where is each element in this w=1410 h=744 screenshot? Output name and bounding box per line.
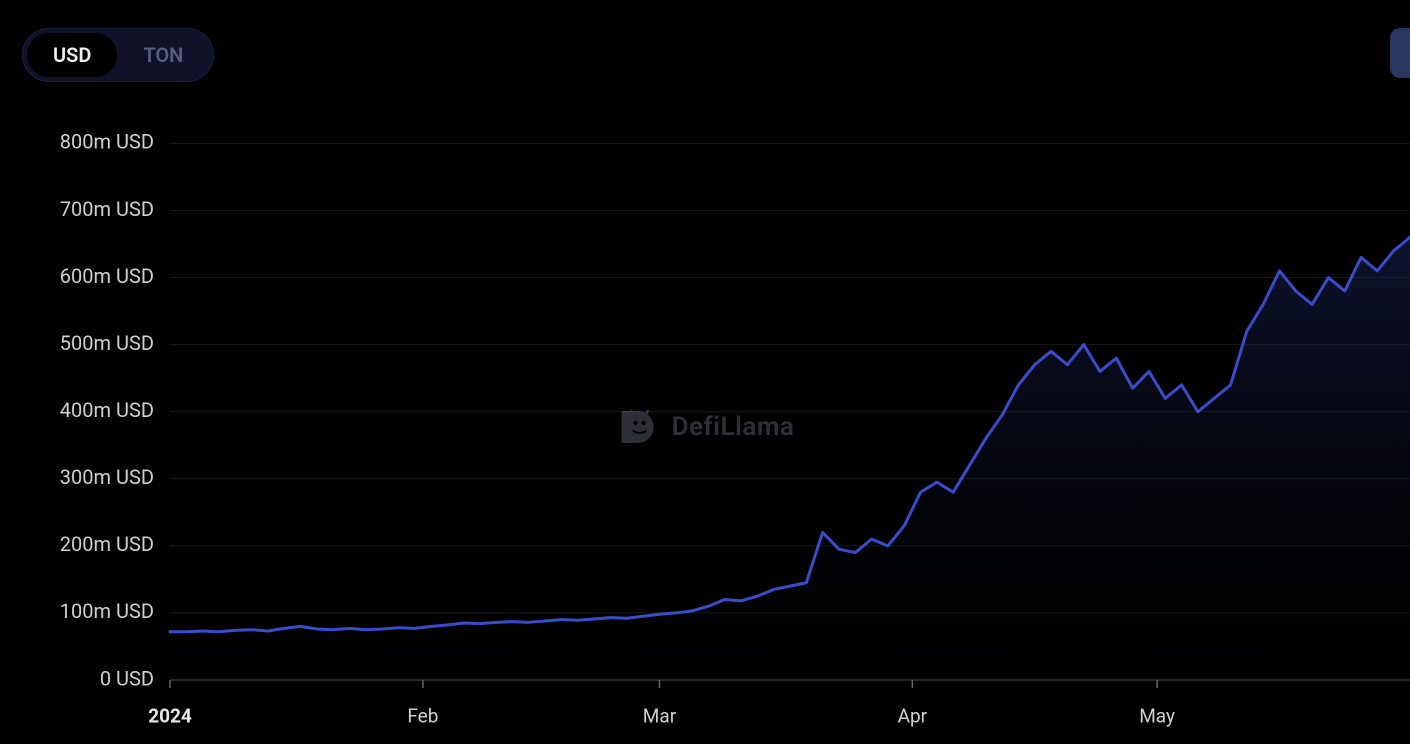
x-axis-label: May bbox=[1139, 704, 1175, 727]
y-axis-label: 200m USD bbox=[60, 532, 154, 556]
x-axis-label: 2024 bbox=[148, 704, 192, 727]
tvl-chart: 0 USD 100m USD 200m USD 300m USD 400m USD 500… bbox=[0, 110, 1410, 744]
y-axis-label: 100m USD bbox=[60, 599, 154, 623]
y-axis-label: 600m USD bbox=[60, 264, 154, 288]
right-edge-pill[interactable] bbox=[1390, 28, 1410, 78]
y-axis-label: 0 USD bbox=[100, 666, 154, 690]
x-axis-label: Apr bbox=[898, 704, 928, 727]
y-axis-label: 700m USD bbox=[60, 197, 154, 221]
toggle-usd[interactable]: USD bbox=[27, 33, 117, 77]
y-axis-label: 400m USD bbox=[60, 398, 154, 422]
y-axis-label: 800m USD bbox=[60, 130, 154, 154]
toggle-ton[interactable]: TON bbox=[117, 33, 209, 77]
chart-container: 0 USD 100m USD 200m USD 300m USD 400m USD 500… bbox=[0, 110, 1410, 744]
y-axis-label: 300m USD bbox=[60, 465, 154, 489]
y-axis-label: 500m USD bbox=[60, 331, 154, 355]
currency-toggle[interactable]: USD TON bbox=[22, 28, 214, 82]
x-axis-label: Feb bbox=[407, 704, 438, 727]
chart-area-fill bbox=[170, 237, 1410, 680]
x-axis-label: Mar bbox=[643, 704, 677, 727]
